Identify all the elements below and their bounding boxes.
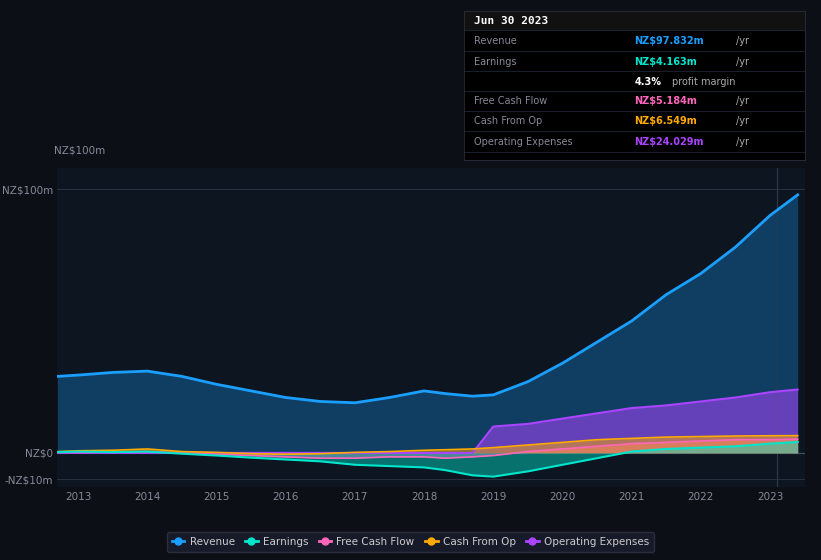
Text: Operating Expenses: Operating Expenses xyxy=(474,137,573,147)
Text: /yr: /yr xyxy=(736,116,750,127)
Text: NZ$6.549m: NZ$6.549m xyxy=(635,116,697,127)
Text: /yr: /yr xyxy=(736,36,750,46)
Text: 4.3%: 4.3% xyxy=(635,77,661,87)
Text: NZ$4.163m: NZ$4.163m xyxy=(635,57,697,67)
Text: Revenue: Revenue xyxy=(474,36,517,46)
Text: NZ$5.184m: NZ$5.184m xyxy=(635,96,697,106)
Text: /yr: /yr xyxy=(736,137,750,147)
Bar xyxy=(464,11,805,30)
Text: NZ$24.029m: NZ$24.029m xyxy=(635,137,704,147)
Text: /yr: /yr xyxy=(736,57,750,67)
Text: /yr: /yr xyxy=(736,96,750,106)
Text: Jun 30 2023: Jun 30 2023 xyxy=(474,16,548,26)
Text: Cash From Op: Cash From Op xyxy=(474,116,543,127)
Text: NZ$100m: NZ$100m xyxy=(53,145,105,155)
Text: NZ$97.832m: NZ$97.832m xyxy=(635,36,704,46)
Legend: Revenue, Earnings, Free Cash Flow, Cash From Op, Operating Expenses: Revenue, Earnings, Free Cash Flow, Cash … xyxy=(167,531,654,552)
Text: profit margin: profit margin xyxy=(672,77,735,87)
Text: Free Cash Flow: Free Cash Flow xyxy=(474,96,548,106)
Text: Earnings: Earnings xyxy=(474,57,516,67)
